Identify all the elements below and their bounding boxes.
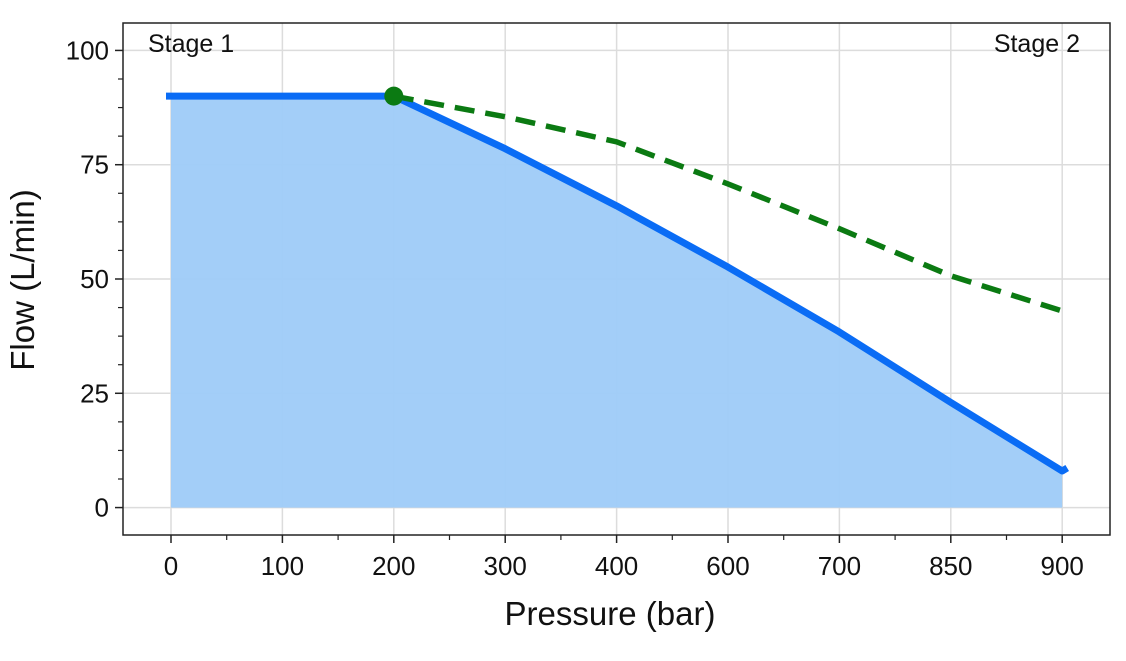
- y-tick-label: 25: [80, 378, 109, 408]
- area-under-curve: [171, 96, 1063, 508]
- annotation-stage-2: Stage 2: [994, 30, 1080, 58]
- y-tick-label: 100: [66, 35, 109, 65]
- transition-point-marker: [384, 86, 404, 106]
- x-tick-label: 300: [484, 551, 527, 581]
- y-axis-label: Flow (L/min): [4, 189, 41, 371]
- annotation-stage-1: Stage 1: [148, 30, 234, 58]
- series-line-dashed: [393, 93, 1064, 314]
- x-tick-label: 850: [929, 551, 972, 581]
- x-tick-label: 0: [164, 551, 178, 581]
- x-tick-label: 600: [706, 551, 749, 581]
- y-tick-label: 0: [95, 493, 109, 523]
- ticks: 0 100 200 300 400 600 700 850 900 0 25 50 75 100: [66, 35, 1084, 581]
- area-fill: [171, 96, 1063, 508]
- x-tick-label: 400: [595, 551, 638, 581]
- x-tick-label: 200: [372, 551, 415, 581]
- x-tick-label: 900: [1041, 551, 1084, 581]
- y-tick-label: 50: [80, 264, 109, 294]
- series-line-solid: [166, 92, 1070, 475]
- x-axis-label: Pressure (bar): [505, 595, 716, 632]
- x-tick-label: 100: [261, 551, 304, 581]
- y-tick-label: 75: [80, 150, 109, 180]
- series-lines: [166, 86, 1070, 475]
- x-tick-label: 700: [818, 551, 861, 581]
